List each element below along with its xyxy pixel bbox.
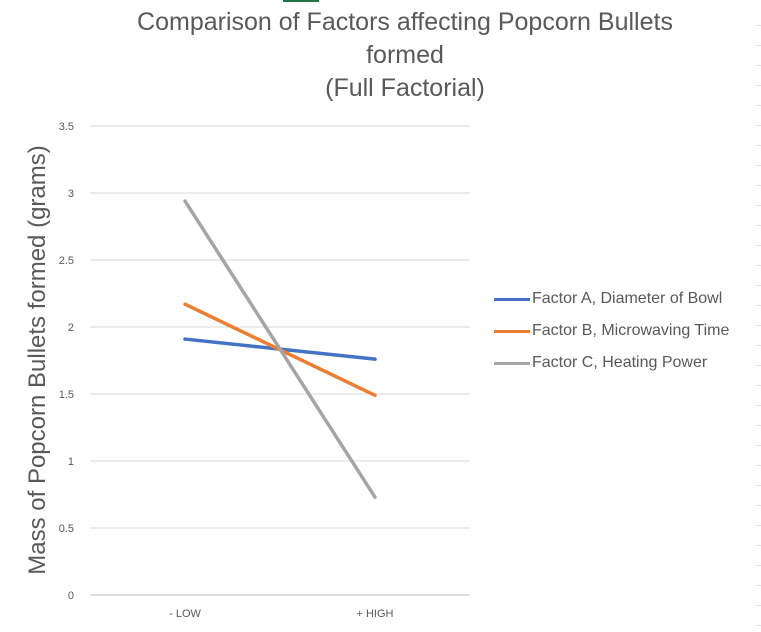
x-tick-label: - LOW [169, 608, 201, 620]
selected-cell-indicator [283, 0, 319, 2]
y-tick-label: 1.5 [59, 389, 74, 401]
legend-label: Factor A, Diameter of Bowl [532, 290, 723, 307]
chart-title: Comparison of Factors affecting Popcorn … [137, 8, 673, 102]
legend-entry-2: Factor B, Microwaving Time [494, 320, 754, 342]
legend-swatch [494, 298, 530, 301]
y-tick-label: 0.5 [59, 523, 74, 535]
legend-label: Factor C, Heating Power [532, 354, 708, 371]
y-tick-label: 3 [68, 188, 74, 200]
series-lines [183, 199, 377, 499]
legend-swatch [494, 330, 530, 333]
y-tick-label: 3.5 [59, 121, 74, 133]
y-tick-label: 0 [68, 590, 74, 602]
legend-entry-1: Factor A, Diameter of Bowl [494, 288, 754, 310]
y-axis-ticks: 0 0.5 1 1.5 2 2.5 3 3.5 [59, 121, 74, 602]
legend-label: Factor B, Microwaving Time [532, 322, 730, 339]
y-tick-label: 2 [68, 322, 74, 334]
series-line-3 [183, 199, 377, 499]
y-tick-label: 2.5 [59, 255, 74, 267]
legend-swatch [494, 362, 530, 365]
x-axis-ticks: - LOW + HIGH [169, 608, 393, 620]
legend: Factor A, Diameter of Bowl Factor B, Micr… [494, 288, 754, 384]
legend-entry-3: Factor C, Heating Power [494, 352, 754, 374]
x-tick-label: + HIGH [357, 608, 394, 620]
gridlines [90, 125, 470, 596]
y-tick-label: 1 [68, 456, 74, 468]
